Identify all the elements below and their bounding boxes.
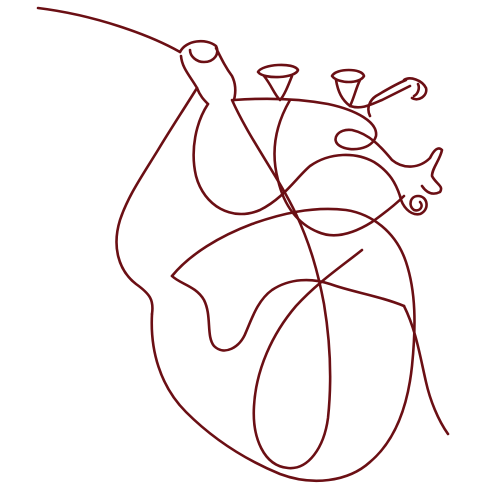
- aorta-tube: [178, 39, 237, 106]
- left-outer-contour: [115, 86, 199, 316]
- atrium-loop: [232, 97, 444, 195]
- coronary-spiral: [398, 194, 428, 216]
- tail-line: [402, 304, 450, 436]
- vessel-cup-2: [330, 68, 366, 108]
- interior-line-left: [170, 274, 406, 352]
- pulmonary-tube: [348, 77, 428, 118]
- lead-in-line: [36, 6, 182, 54]
- interior-loop: [230, 98, 364, 470]
- heart-strokes: [36, 6, 450, 483]
- diagonal-stroke: [273, 98, 406, 237]
- ventricle-outer: [150, 207, 416, 483]
- vessel-cup-1: [256, 63, 300, 102]
